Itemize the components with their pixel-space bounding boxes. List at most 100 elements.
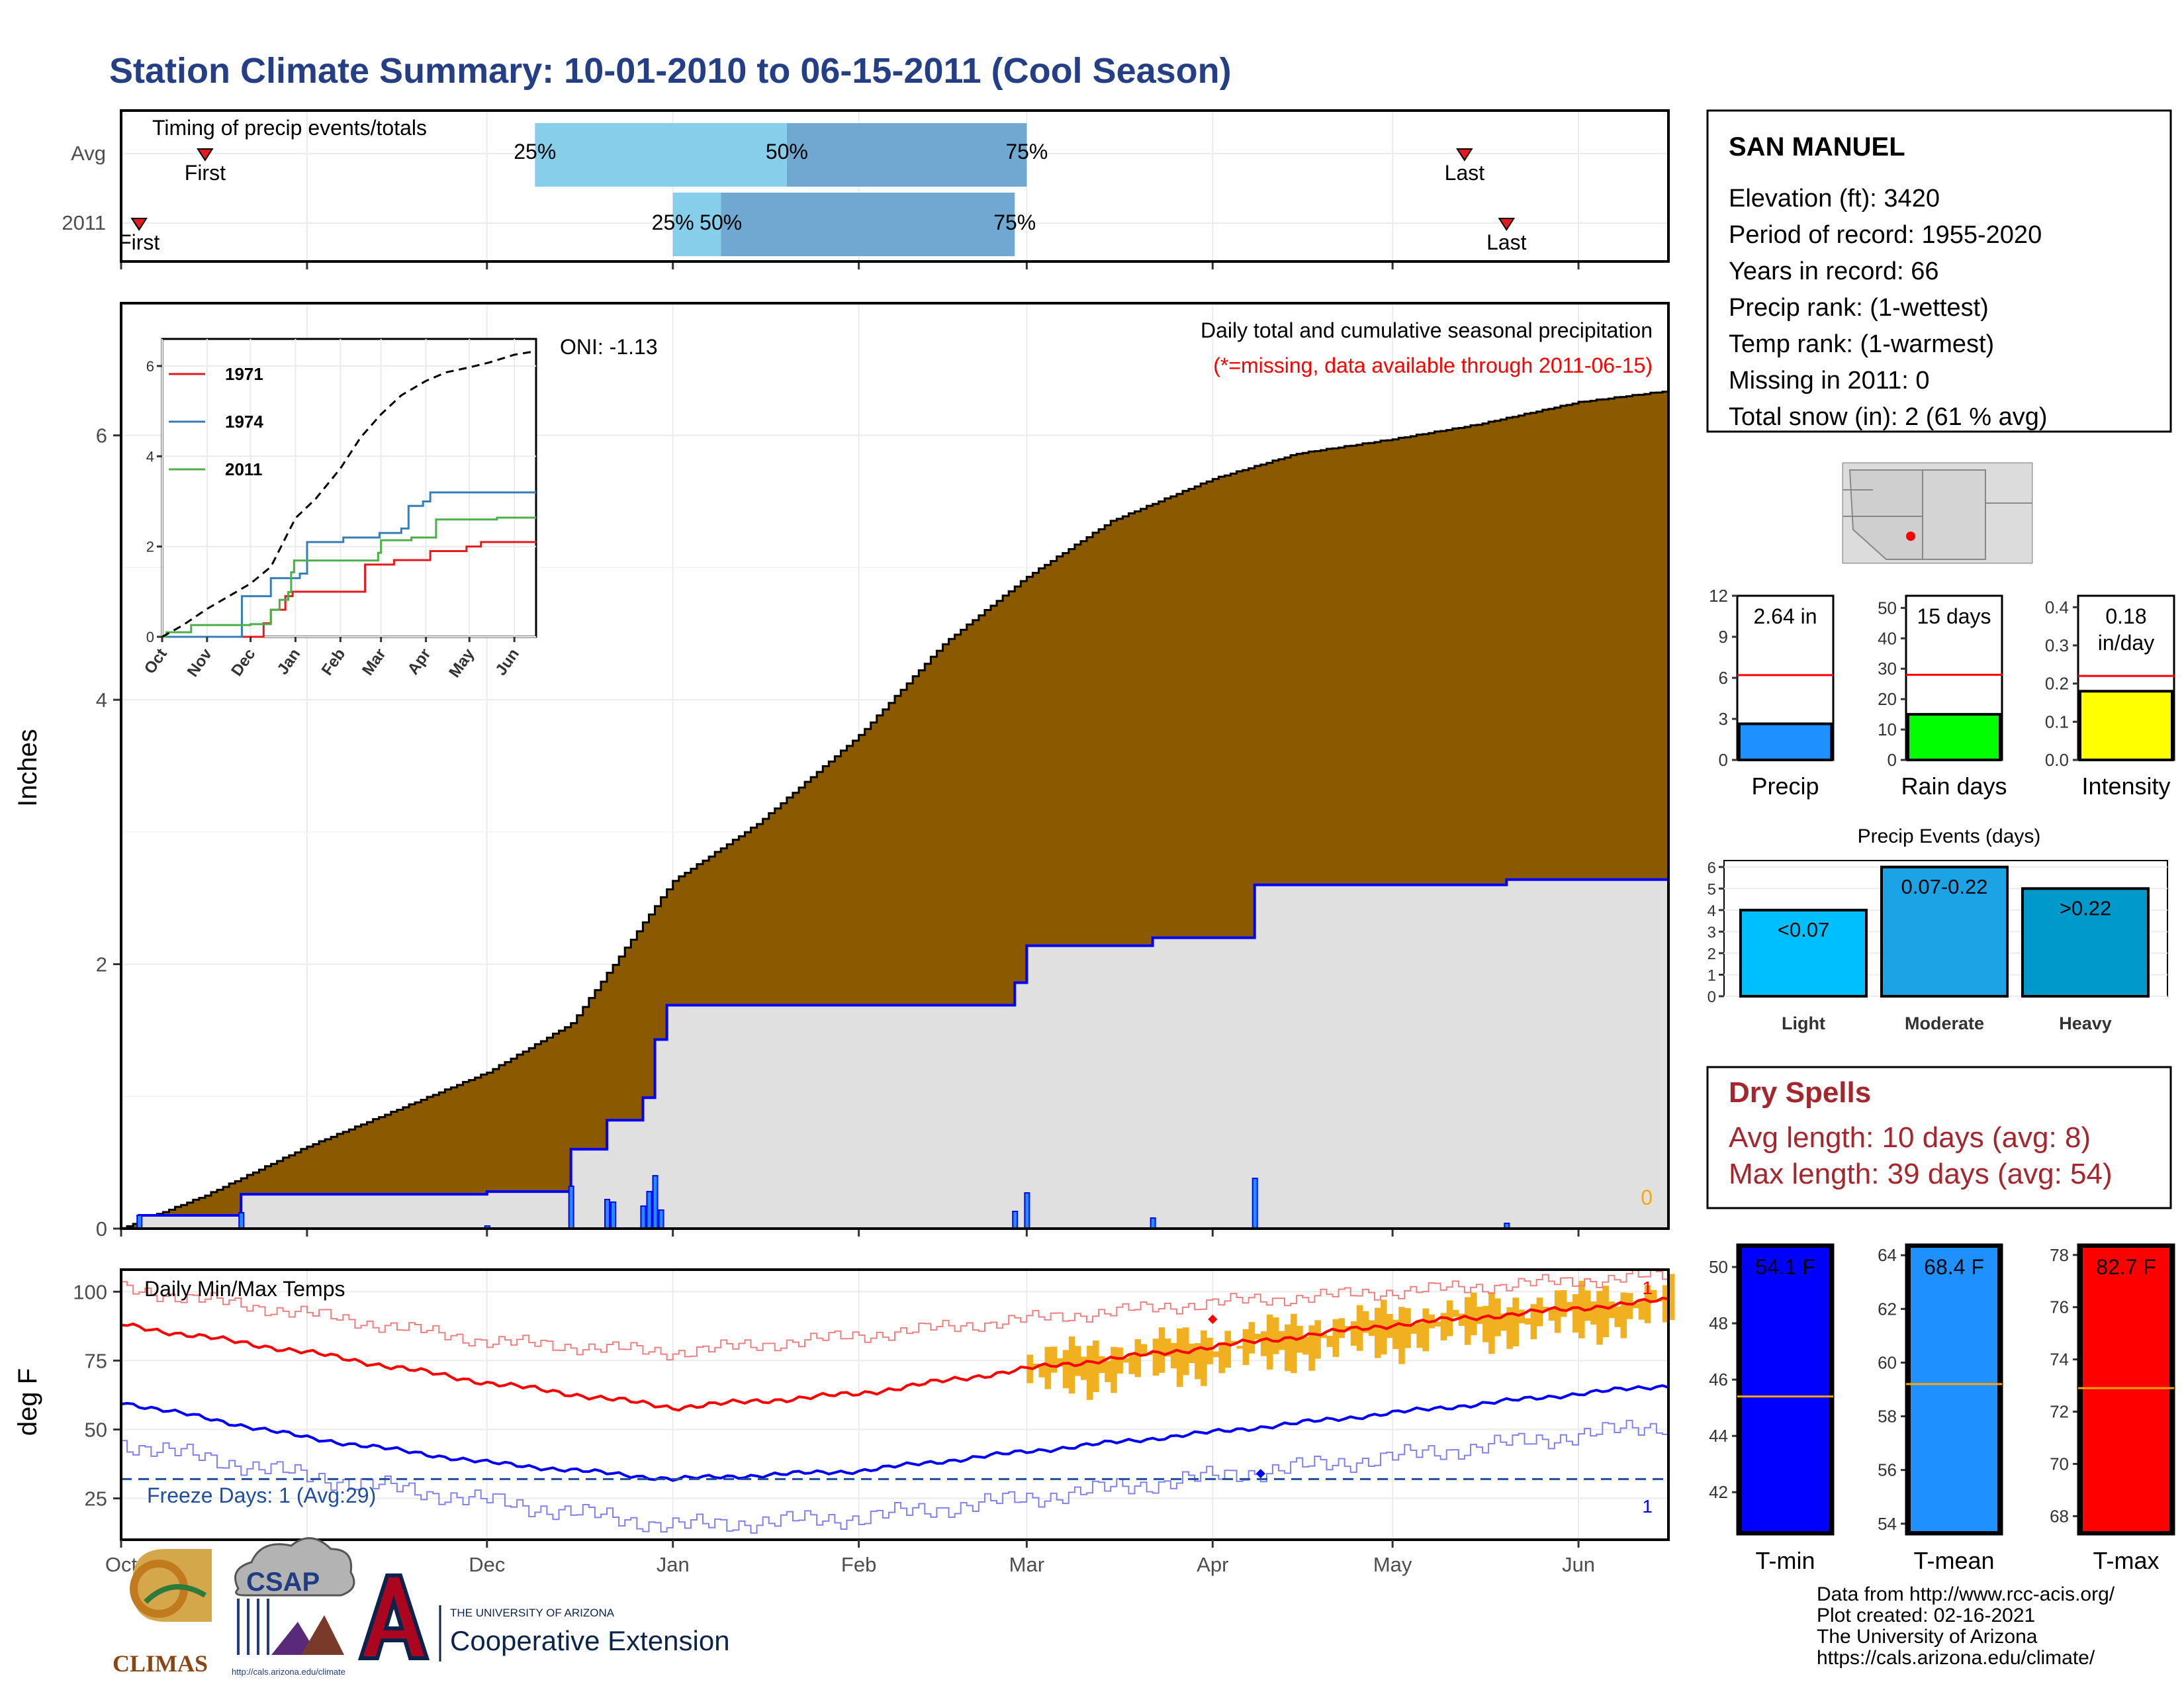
- temp-anomaly-bar: [1488, 1291, 1495, 1354]
- precip-panel-label: Precip: [1751, 773, 1819, 800]
- precip-ytick-label: 3: [1719, 709, 1728, 729]
- temp-panel-ytick-label: 68: [2050, 1506, 2069, 1526]
- inset-xtick-label: Nov: [184, 645, 216, 680]
- precip-ytick-label: 6: [96, 424, 107, 447]
- month-label: May: [1373, 1553, 1412, 1576]
- precip-ytick-label: 4: [96, 688, 107, 712]
- temp-anomaly-bar: [1272, 1317, 1279, 1354]
- event-bar-label: >0.22: [2060, 896, 2111, 919]
- temp-anomaly-bar: [1512, 1297, 1519, 1346]
- daily-precip-bar: [1251, 1178, 1258, 1229]
- temp-anomaly-bar: [1596, 1291, 1603, 1345]
- intensity-ytick-label: 0.4: [2045, 597, 2069, 617]
- timing-marker-last: [1456, 148, 1473, 162]
- month-label: Oct: [105, 1553, 138, 1576]
- temp-anomaly-bar: [1140, 1344, 1148, 1356]
- footer-line-4: https://cals.arizona.edu/climate/: [1817, 1647, 2095, 1669]
- temp-anomaly-bar: [1314, 1320, 1321, 1359]
- temp-anomaly-bar: [1602, 1286, 1609, 1338]
- raindays-panel-label: Rain days: [1901, 773, 2007, 800]
- oni-label: ONI: -1.13: [560, 335, 658, 359]
- temp-anomaly-bar: [1350, 1321, 1357, 1346]
- temp-panel-ytick-label: 50: [1709, 1257, 1728, 1277]
- university-of-arizona-logo: THE UNIVERSITY OF ARIZONA Cooperative Ex…: [357, 1573, 730, 1662]
- events-ytick-label: 1: [1707, 966, 1716, 984]
- temp-anomaly-bar: [1266, 1314, 1273, 1370]
- temp-panel-label: T-mean: [1913, 1547, 1994, 1574]
- inset-xtick-label: Jun: [492, 645, 523, 679]
- temp-panel-ytick-label: 76: [2050, 1297, 2069, 1317]
- intensity-ytick-label: 0.0: [2045, 750, 2069, 770]
- timing-label-first: First: [185, 161, 226, 185]
- footer-credits: Data from http://www.rcc-acis.org/ Plot …: [1817, 1583, 2115, 1669]
- event-category-label: Heavy: [2059, 1013, 2112, 1033]
- precip-ytick-label: 2: [96, 953, 107, 976]
- station-years: Years in record: 66: [1729, 258, 1939, 285]
- intensity-value-unit: in/day: [2098, 631, 2154, 655]
- temp-anomaly-bar: [1626, 1293, 1633, 1319]
- temp-anomaly-bar: [1554, 1290, 1561, 1333]
- avg-max-temp-line: [120, 1296, 1669, 1412]
- month-label: Dec: [469, 1553, 505, 1576]
- timing-title: Timing of precip events/totals: [152, 116, 427, 140]
- missing-count: 0: [1641, 1186, 1653, 1209]
- temp-anomaly-bar: [1638, 1301, 1645, 1320]
- temp-anomaly-bar: [1470, 1292, 1477, 1336]
- temp-anomaly-bar: [1374, 1307, 1381, 1358]
- temp-anomaly-bar: [1206, 1337, 1213, 1365]
- dry-spells-title: Dry Spells: [1729, 1076, 1871, 1109]
- temp-anomaly-bar: [1392, 1319, 1399, 1349]
- temp-panel-ytick-label: 46: [1709, 1370, 1728, 1389]
- temp-anomaly-bar: [1195, 1343, 1201, 1380]
- temp-panel-ytick-label: 58: [1878, 1407, 1897, 1427]
- intensity-ytick-label: 0.2: [2045, 674, 2069, 694]
- temp-panel-bar: [1738, 1244, 1833, 1535]
- temp-anomaly-bar: [1332, 1319, 1340, 1357]
- timing-bar-q2: [786, 123, 1027, 187]
- temp-panel-ytick-label: 62: [1878, 1299, 1897, 1319]
- temp-anomaly-bar: [1458, 1313, 1465, 1326]
- intensity-ytick-label: 0.3: [2045, 635, 2069, 655]
- precip-chart-title: Daily total and cumulative seasonal prec…: [1201, 318, 1653, 342]
- timing-row-2011: 2011: [62, 211, 106, 234]
- precip-value-bar: [1738, 722, 1833, 761]
- temp-anomaly-bar: [1201, 1330, 1207, 1386]
- temp-anomaly-bar: [1614, 1306, 1621, 1327]
- temp-panel-ytick-label: 78: [2050, 1245, 2069, 1265]
- daily-precip-bar: [1012, 1211, 1019, 1229]
- temp-panel-value: 54.1 F: [1755, 1255, 1815, 1279]
- station-location-marker: [1906, 532, 1915, 541]
- temp-anomaly-bar: [1302, 1336, 1309, 1355]
- raindays-ytick-label: 30: [1878, 659, 1897, 679]
- temp-anomaly-bar: [1632, 1303, 1639, 1309]
- temp-panel-label: T-min: [1756, 1547, 1815, 1574]
- daily-precip-bar: [640, 1205, 647, 1230]
- precip-value-label: 2.64 in: [1753, 604, 1817, 628]
- temp-anomaly-bar: [1398, 1307, 1405, 1364]
- timing-label-p75: 75%: [1005, 140, 1048, 164]
- events-title: Precip Events (days): [1858, 825, 2041, 847]
- events-ytick-label: 5: [1707, 880, 1716, 898]
- temp-anomaly-bar: [1434, 1321, 1441, 1327]
- station-snow: Total snow (in): 2 (61 % avg): [1729, 403, 2048, 431]
- inset-xtick-label: Apr: [404, 645, 435, 678]
- temp-panel-ytick-label: 74: [2050, 1350, 2069, 1370]
- temp-anomaly-bar: [1482, 1305, 1489, 1342]
- csap-logo: CSAP http://cals.arizona.edu/climate: [232, 1537, 355, 1677]
- footer-line-3: The University of Arizona: [1817, 1626, 2038, 1648]
- ua-extension-text: Cooperative Extension: [450, 1625, 730, 1656]
- temp-anomaly-bar: [1530, 1304, 1537, 1340]
- timing-label-last: Last: [1445, 161, 1485, 185]
- daily-precip-bar: [568, 1186, 574, 1230]
- temp-anomaly-bar: [1518, 1309, 1525, 1323]
- temp-anomaly-bar: [1099, 1356, 1105, 1374]
- events-ytick-label: 4: [1707, 902, 1716, 920]
- precip-frame: [120, 302, 1670, 1230]
- temp-anomaly-bar: [1093, 1340, 1099, 1393]
- count-low: 1: [1642, 1496, 1653, 1517]
- inset-average-line: [161, 350, 537, 638]
- temp-anomaly-bar: [1105, 1360, 1111, 1382]
- timing-label-p50: 50%: [700, 211, 742, 234]
- daily-precip-bar: [238, 1212, 245, 1230]
- temp-panel-ytick-label: 44: [1709, 1426, 1728, 1446]
